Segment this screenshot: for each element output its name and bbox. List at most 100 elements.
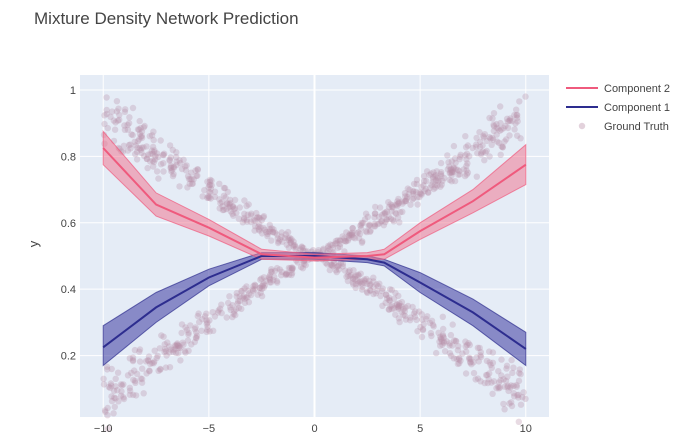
ground-truth-point: [446, 342, 453, 349]
ground-truth-point: [339, 260, 347, 268]
ground-truth-point: [170, 163, 177, 171]
ground-truth-point: [502, 122, 509, 130]
ground-truth-point: [423, 168, 431, 175]
ground-truth-point: [182, 349, 189, 356]
ground-truth-point: [152, 156, 159, 163]
ground-truth-point: [241, 210, 248, 217]
ground-truth-point: [131, 138, 138, 145]
ground-truth-point: [164, 339, 171, 346]
ground-truth-point: [424, 189, 432, 196]
ground-truth-point: [402, 304, 409, 311]
ground-truth-point: [207, 185, 215, 192]
ground-truth-point: [435, 177, 442, 184]
ground-truth-point: [385, 213, 392, 220]
ground-truth-point: [450, 142, 458, 150]
legend-item-component-1[interactable]: Component 1: [566, 102, 670, 114]
ground-truth-point: [156, 345, 163, 352]
ground-truth-point: [473, 173, 480, 180]
ground-truth-point: [498, 126, 505, 133]
ground-truth-point: [136, 130, 144, 138]
ground-truth-point: [238, 305, 245, 313]
x-tick-label: 0: [311, 423, 317, 435]
ground-truth-point: [402, 193, 409, 200]
ground-truth-point: [189, 180, 196, 187]
ground-truth-point: [506, 117, 513, 125]
ground-truth-point: [240, 293, 247, 300]
ground-truth-point: [160, 160, 167, 167]
ground-truth-point: [224, 188, 231, 196]
ground-truth-point: [236, 297, 244, 305]
ground-truth-point: [241, 299, 249, 306]
ground-truth-point: [124, 372, 132, 379]
ground-truth-point: [206, 194, 213, 201]
ground-truth-point: [449, 168, 456, 176]
ground-truth-point: [410, 180, 418, 188]
ground-truth-point: [383, 295, 391, 302]
ground-truth-point: [204, 323, 211, 330]
ground-truth-point: [406, 186, 413, 193]
ground-truth-point: [449, 321, 456, 328]
ground-truth-point: [486, 153, 493, 160]
legend-item-ground-truth[interactable]: Ground Truth: [578, 121, 669, 133]
ground-truth-point: [511, 126, 518, 133]
component-lines: [102, 147, 527, 350]
ground-truth-point: [504, 118, 511, 125]
ground-truth-point: [206, 178, 213, 185]
ground-truth-point: [451, 177, 459, 185]
ground-truth-point: [490, 127, 498, 135]
ground-truth-point: [117, 381, 125, 388]
ground-truth-point: [133, 156, 141, 163]
ground-truth-point: [185, 175, 193, 183]
ground-truth-point: [267, 268, 275, 275]
ground-truth-point: [488, 364, 495, 372]
ground-truth-point: [288, 271, 295, 279]
ground-truth-point: [130, 376, 137, 383]
ground-truth-point: [276, 266, 283, 273]
ground-truth-point: [386, 297, 394, 304]
ground-truth-point: [268, 266, 275, 273]
ground-truth-point: [380, 210, 387, 217]
ground-truth-point: [394, 198, 401, 205]
ground-truth-point: [238, 287, 245, 295]
ground-truth-point: [112, 119, 119, 126]
ground-truth-point: [128, 369, 135, 377]
ground-truth-point: [427, 170, 435, 177]
ground-truth-point: [489, 390, 496, 397]
ground-truth-point: [456, 354, 463, 362]
ground-truth-point: [251, 281, 258, 288]
ground-truth-point: [480, 132, 487, 140]
ground-truth-point: [440, 325, 447, 333]
ground-truth-point: [516, 98, 523, 105]
ground-truth-point: [108, 393, 115, 400]
ground-truth-point: [229, 210, 236, 217]
ground-truth-point: [234, 300, 241, 307]
ground-truth-point: [502, 377, 510, 385]
ground-truth-point: [444, 166, 451, 173]
ground-truth-point: [505, 387, 512, 395]
ground-truth-point: [138, 132, 145, 140]
ground-truth-point: [320, 246, 327, 254]
ground-truth-point: [489, 349, 497, 356]
ground-truth-point: [144, 151, 152, 158]
ground-truth-point: [467, 359, 474, 366]
ground-truth-point: [138, 144, 145, 151]
ground-truth-point: [181, 347, 188, 355]
ground-truth-point: [224, 200, 231, 207]
y-tick-label: 0.6: [61, 218, 76, 230]
ground-truth-point: [387, 215, 395, 222]
ground-truth-point: [126, 391, 134, 398]
ground-truth-point: [396, 219, 403, 226]
y-tick-label: 0.2: [61, 351, 76, 363]
ground-truth-point: [441, 174, 448, 182]
ground-truth-point: [401, 307, 408, 315]
ground-truth-point: [188, 169, 195, 176]
legend[interactable]: Component 2 Component 1 Ground Truth: [566, 83, 670, 133]
legend-item-component-2[interactable]: Component 2: [566, 83, 670, 95]
ground-truth-point: [133, 370, 141, 378]
ground-truth-point: [225, 299, 232, 307]
ground-truth-point: [290, 241, 297, 248]
ground-truth-point: [182, 324, 189, 331]
ground-truth-point: [363, 288, 371, 295]
ground-truth-point: [349, 275, 357, 282]
ground-truth-point: [256, 227, 263, 234]
